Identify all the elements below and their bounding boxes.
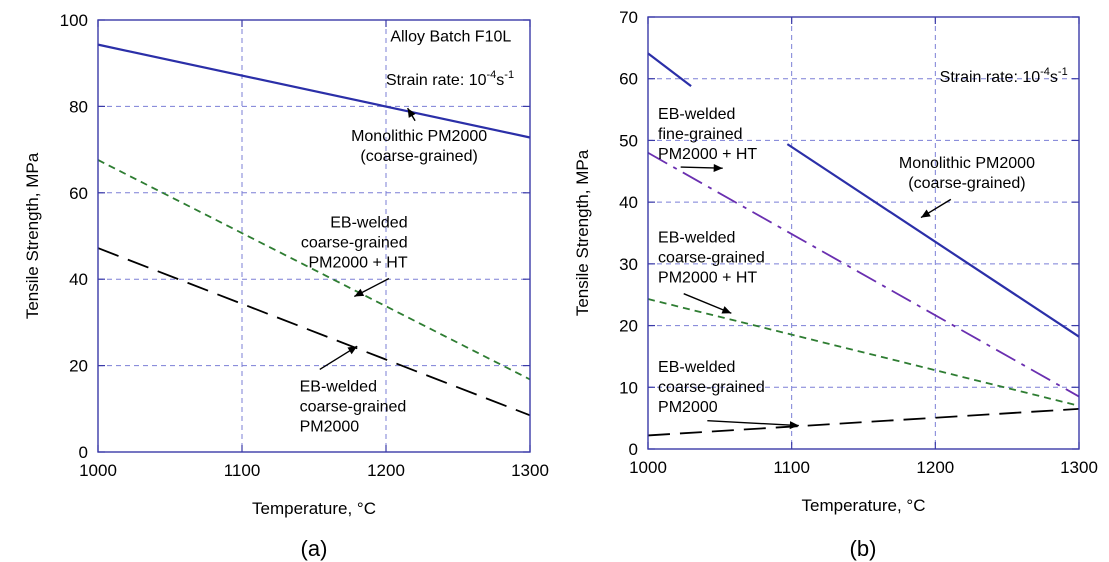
strain-rate-annotation: Strain rate: 10-4s-1 xyxy=(386,69,514,89)
arrow-head xyxy=(347,346,358,355)
series-line xyxy=(97,159,531,381)
series-line xyxy=(647,151,1080,398)
series-line xyxy=(647,298,1080,407)
x-tick-label: 1300 xyxy=(511,461,549,480)
x-tick-label: 1200 xyxy=(367,461,405,480)
x-axis-label: Temperature, °C xyxy=(252,499,376,518)
arrow-head xyxy=(721,306,732,314)
series-line xyxy=(647,407,1080,437)
series-line xyxy=(97,43,531,139)
arrow-head xyxy=(713,163,723,172)
y-tick-label: 20 xyxy=(619,317,638,336)
x-tick-label: 1300 xyxy=(1060,458,1098,477)
y-tick-label: 60 xyxy=(69,184,88,203)
y-tick-label: 40 xyxy=(69,270,88,289)
x-tick-label: 1100 xyxy=(773,458,810,477)
y-tick-label: 100 xyxy=(60,11,88,30)
annotation-text: Alloy Batch F10L xyxy=(390,29,511,46)
series-line xyxy=(97,247,531,417)
y-axis-label: Tensile Strength, MPa xyxy=(23,152,42,319)
annotation-text: EB-welded coarse-grained PM2000 + HT xyxy=(301,214,408,271)
x-tick-label: 1000 xyxy=(629,458,667,477)
strain-rate-annotation: Strain rate: 10-4s-1 xyxy=(940,66,1068,86)
panel-label: (a) xyxy=(301,536,328,561)
y-tick-label: 80 xyxy=(69,97,88,116)
annotation-text: EB-welded coarse-grained PM2000 + HT xyxy=(658,229,765,286)
arrow-head xyxy=(920,209,931,218)
plot-frame xyxy=(97,19,531,453)
chart-panel-1: 1000 1100 1200 1300 0 20 40 60 80 100 Temperature,… xyxy=(23,11,549,561)
arrow-head xyxy=(789,421,799,430)
y-axis-label: Tensile Strength, MPa xyxy=(573,149,592,316)
y-tick-label: 60 xyxy=(619,70,638,89)
y-tick-label: 0 xyxy=(629,440,638,459)
annotation-text: Monolithic PM2000 (coarse-grained) xyxy=(351,128,487,165)
annotation-text: EB-welded coarse-grained PM2000 xyxy=(300,379,407,436)
y-tick-label: 50 xyxy=(619,131,638,150)
plot-frame xyxy=(647,16,1080,450)
y-tick-label: 40 xyxy=(619,193,638,212)
y-tick-label: 70 xyxy=(619,8,638,27)
y-tick-label: 30 xyxy=(619,255,638,274)
annotation-text: Monolithic PM2000 (coarse-grained) xyxy=(899,155,1035,192)
x-tick-label: 1200 xyxy=(916,458,954,477)
x-axis-label: Temperature, °C xyxy=(802,496,926,515)
chart-panel-2: 1000 1100 1200 1300 0 10 20 30 40 50 60 70 Temperatu… xyxy=(573,8,1098,561)
annotation-text: EB-welded coarse-grained PM2000 xyxy=(658,359,765,416)
series-line xyxy=(647,52,692,87)
y-tick-label: 20 xyxy=(69,357,88,376)
x-tick-label: 1100 xyxy=(224,461,261,480)
annotation-text: EB-welded fine-grained PM2000 + HT xyxy=(658,106,757,163)
annotation-arrow xyxy=(707,420,799,427)
y-tick-label: 10 xyxy=(619,378,638,397)
arrow-head xyxy=(354,288,365,297)
x-tick-label: 1000 xyxy=(79,461,117,480)
series-line xyxy=(786,143,1080,338)
y-tick-label: 0 xyxy=(79,443,88,462)
panel-label: (b) xyxy=(850,536,877,561)
arrow-head xyxy=(407,108,416,118)
